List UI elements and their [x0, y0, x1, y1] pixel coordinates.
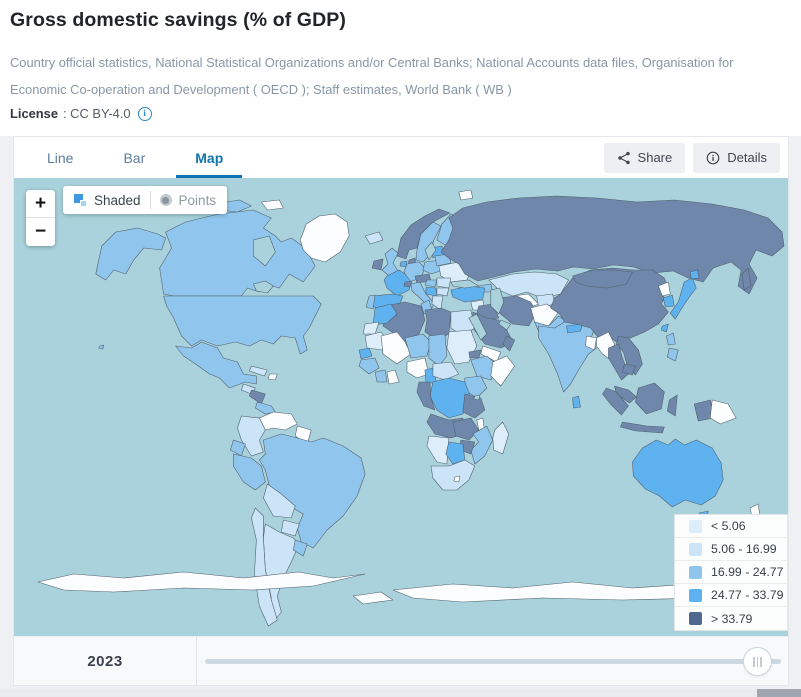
details-label: Details — [727, 150, 767, 165]
license-row: License : CC BY-4.0 — [10, 106, 787, 121]
tab-map[interactable]: Map — [176, 137, 243, 178]
share-button[interactable]: Share — [603, 142, 686, 173]
license-label: License — [10, 106, 59, 121]
legend-swatch — [689, 519, 702, 533]
year-display: 2023 — [14, 637, 197, 685]
year-slider-track[interactable] — [205, 659, 781, 664]
legend-swatch — [689, 588, 702, 602]
tab-bar[interactable]: Bar — [123, 149, 146, 166]
page-title: Gross domestic savings (% of GDP) — [10, 9, 346, 31]
year-slider-handle[interactable] — [743, 647, 772, 676]
details-info-icon — [706, 151, 720, 164]
map-legend: < 5.06 5.06 - 16.99 16.99 - 24.77 24.77 … — [674, 514, 788, 631]
share-icon — [617, 151, 630, 164]
legend-label: 24.77 - 33.79 — [711, 588, 784, 602]
horizontal-scrollbar[interactable] — [0, 689, 801, 697]
world-map-area[interactable]: + − Shaded Points < 5.06 5.06 - 16.99 — [14, 178, 788, 636]
zoom-out-button[interactable]: − — [26, 218, 55, 246]
zoom-in-button[interactable]: + — [26, 190, 55, 218]
legend-swatch — [689, 542, 702, 556]
tabs-bar: Line Bar Map Share Details — [14, 137, 788, 178]
source-text: Country official statistics, National St… — [10, 55, 734, 97]
legend-row: 5.06 - 16.99 — [675, 538, 787, 561]
map-mode-toggle: Shaded Points — [63, 186, 228, 214]
license-value: : CC BY-4.0 — [63, 106, 131, 121]
legend-label: > 33.79 — [711, 611, 753, 626]
mode-divider — [149, 191, 151, 209]
legend-label: 16.99 - 24.77 — [711, 565, 784, 579]
world-map[interactable] — [14, 178, 788, 636]
country-shapes[interactable] — [37, 189, 785, 627]
license-info-icon[interactable] — [137, 106, 152, 121]
year-slider — [197, 637, 788, 685]
tab-line[interactable]: Line — [47, 149, 74, 166]
share-label: Share — [637, 150, 673, 165]
map-zoom-control: + − — [26, 190, 55, 246]
shaded-label: Shaded — [94, 192, 141, 208]
shaded-icon — [74, 193, 87, 207]
chart-card: Line Bar Map Share Details — [13, 136, 789, 686]
legend-row: 24.77 - 33.79 — [675, 584, 787, 607]
legend-row: 16.99 - 24.77 — [675, 561, 787, 584]
legend-swatch — [689, 612, 702, 625]
timeline-bar: 2023 — [14, 636, 788, 685]
points-label: Points — [178, 192, 217, 208]
legend-swatch — [689, 565, 702, 579]
legend-label: < 5.06 — [711, 519, 746, 533]
details-button[interactable]: Details — [693, 142, 780, 173]
legend-row: < 5.06 — [675, 515, 787, 538]
mode-shaded-option[interactable]: Shaded — [74, 193, 141, 208]
points-icon — [159, 194, 172, 206]
mode-points-option[interactable]: Points — [159, 192, 217, 208]
scrollbar-thumb[interactable] — [757, 689, 801, 697]
page-header: Gross domestic savings (% of GDP) Countr… — [0, 0, 801, 136]
legend-label: 5.06 - 16.99 — [711, 542, 777, 556]
water-bodies — [253, 235, 512, 401]
tab-actions: Share Details — [603, 137, 788, 178]
legend-row: > 33.79 — [675, 607, 787, 630]
